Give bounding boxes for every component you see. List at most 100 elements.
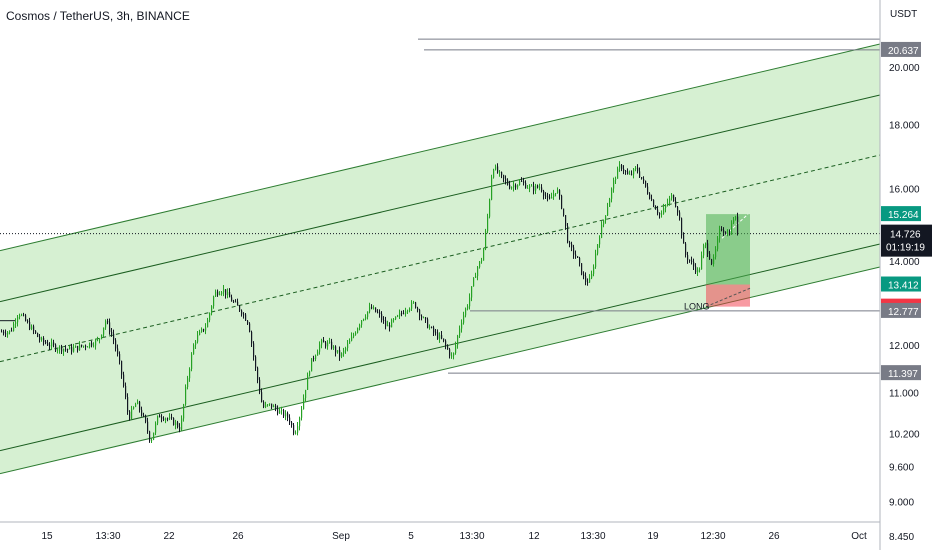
candle-body: [35, 330, 37, 334]
candle-body: [373, 307, 375, 309]
candle-body: [115, 340, 117, 349]
candle-body: [667, 202, 669, 206]
candle-body: [111, 331, 113, 334]
candle-body: [131, 408, 133, 419]
candle-body: [179, 427, 181, 430]
candle-body: [689, 259, 691, 261]
y-tick-label: 12.000: [889, 341, 920, 352]
candle-body: [299, 417, 301, 427]
candle-body: [417, 307, 419, 310]
candle-body: [571, 244, 573, 248]
candle-body: [547, 196, 549, 198]
candle-body: [629, 173, 631, 175]
candle-body: [23, 314, 25, 316]
candle-body: [233, 301, 235, 303]
candle-body: [499, 172, 501, 173]
candle-body: [441, 335, 443, 339]
candle-body: [375, 307, 377, 312]
candle-body: [327, 342, 329, 347]
candle-body: [137, 401, 139, 405]
candle-body: [303, 398, 305, 410]
candle-body: [403, 313, 405, 315]
candle-body: [421, 316, 423, 318]
candle-body: [5, 333, 7, 335]
candle-body: [341, 353, 343, 357]
candle-body: [123, 374, 125, 386]
candle-body: [329, 341, 331, 343]
candle-body: [65, 348, 67, 350]
candle-body: [127, 397, 129, 412]
candle-body: [39, 336, 41, 340]
candle-body: [647, 186, 649, 194]
candle-body: [153, 432, 155, 440]
candle-body: [165, 418, 167, 420]
candle-body: [619, 165, 621, 169]
candle-body: [381, 313, 383, 321]
candle-body: [91, 342, 93, 346]
candle-body: [621, 165, 623, 169]
candle-body: [103, 327, 105, 335]
candle-body: [497, 166, 499, 173]
candle-body: [211, 306, 213, 314]
candle-body: [439, 335, 441, 339]
candle-body: [707, 243, 709, 254]
candle-body: [135, 404, 137, 407]
x-tick-label: Sep: [332, 531, 350, 542]
candle-body: [347, 343, 349, 349]
candle-body: [455, 345, 457, 353]
candle-body: [565, 215, 567, 226]
candle-body: [359, 324, 361, 329]
candle-body: [195, 341, 197, 345]
candle-body: [109, 322, 111, 332]
candle-body: [227, 292, 229, 295]
candle-body: [591, 273, 593, 279]
candle-body: [449, 349, 451, 356]
candle-body: [723, 230, 725, 233]
candle-body: [51, 342, 53, 347]
position-entry-line: [705, 287, 751, 308]
candle-body: [129, 411, 131, 419]
candle-body: [201, 328, 203, 332]
candle-body: [365, 316, 367, 319]
candle-body: [709, 253, 711, 260]
candle-body: [163, 418, 165, 420]
candle-body: [235, 301, 237, 303]
candle-body: [465, 308, 467, 316]
candle-body: [517, 184, 519, 188]
candle-body: [553, 193, 555, 197]
candle-body: [459, 328, 461, 336]
y-tick-label: 20.000: [889, 63, 920, 74]
candle-body: [493, 169, 495, 178]
candle-body: [607, 206, 609, 216]
x-tick-label: 12:30: [700, 531, 725, 542]
candle-body: [15, 322, 17, 324]
candle-body: [199, 331, 201, 335]
candle-body: [479, 261, 481, 268]
candle-body: [595, 253, 597, 267]
candle-body: [557, 190, 559, 193]
candle-body: [397, 315, 399, 317]
candle-body: [651, 198, 653, 200]
candle-body: [161, 417, 163, 419]
candle-body: [445, 340, 447, 346]
candle-body: [81, 344, 83, 347]
candle-body: [603, 220, 605, 225]
y-tick-label: 8.450: [889, 532, 914, 543]
candle-body: [21, 314, 23, 316]
candle-body: [645, 180, 647, 187]
candle-body: [19, 315, 21, 317]
price-tag-label: 15.264: [888, 210, 919, 221]
candle-body: [475, 276, 477, 278]
candle-body: [631, 173, 633, 175]
channel-inner-upper-line: [0, 94, 881, 303]
candle-body: [55, 344, 57, 351]
candle-body: [581, 263, 583, 275]
candle-body: [175, 422, 177, 426]
candle-body: [653, 199, 655, 207]
candle-body: [325, 342, 327, 347]
candle-body: [221, 292, 223, 294]
candle-body: [555, 192, 557, 194]
candle-body: [551, 196, 553, 199]
candle-body: [331, 341, 333, 349]
